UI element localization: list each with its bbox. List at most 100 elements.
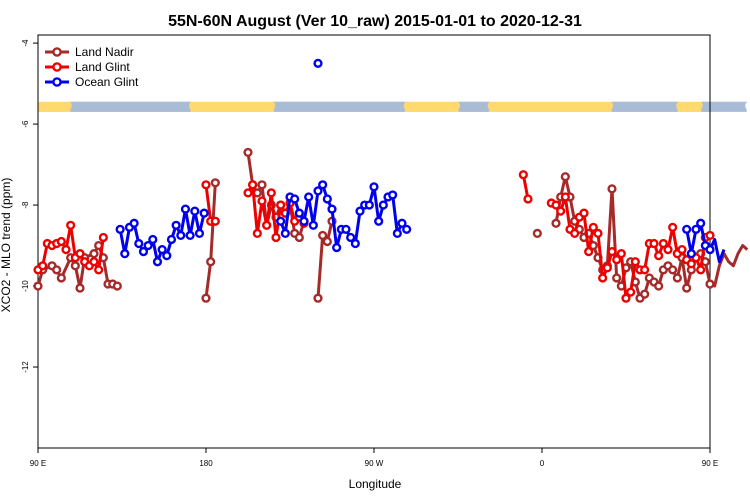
legend-label: Land Glint (75, 60, 130, 74)
legend-swatch-marker (52, 47, 62, 57)
x-tick-label: 90 E (702, 459, 718, 468)
data-point (402, 224, 412, 234)
data-point (579, 208, 589, 218)
x-axis-label: Longitude (349, 477, 402, 491)
series-extra-3 (313, 58, 323, 68)
data-point (89, 257, 99, 267)
data-point (672, 273, 682, 283)
data-point (378, 200, 388, 210)
data-point (364, 200, 374, 210)
series-layer (33, 58, 749, 303)
data-point (148, 234, 158, 245)
data-point (593, 228, 603, 239)
data-point (696, 218, 706, 228)
data-point (560, 192, 570, 202)
data-point (180, 204, 191, 214)
y-tick-label: -8 (21, 201, 30, 209)
data-point (621, 293, 631, 303)
data-point (157, 244, 167, 255)
data-point (243, 147, 253, 158)
legend-item: Ocean Glint (45, 75, 139, 89)
x-tick-label: 0 (540, 459, 545, 468)
data-point (38, 261, 48, 271)
legend-swatch-marker (52, 77, 62, 87)
data-point (691, 224, 701, 234)
x-tick-label: 90 W (365, 459, 384, 468)
data-point (166, 234, 177, 245)
y-axis-label: XCO2 - MLO trend (ppm) (0, 178, 13, 313)
data-point (176, 230, 186, 241)
map-strip-ocean (700, 101, 748, 112)
data-point (705, 279, 715, 289)
data-point (112, 281, 122, 291)
data-point (201, 180, 211, 190)
map-strip-ocean (458, 101, 490, 112)
data-point (677, 244, 687, 255)
data-point (346, 232, 356, 243)
data-point (668, 222, 678, 232)
y-tick-label: -4 (21, 39, 30, 47)
data-point (518, 170, 528, 180)
legend-label: Land Nadir (75, 45, 134, 59)
data-point (313, 293, 323, 303)
data-point (663, 244, 673, 255)
data-point (686, 259, 696, 269)
data-point (686, 249, 696, 259)
data-point (185, 230, 195, 241)
data-point (616, 249, 626, 259)
data-point (322, 194, 332, 204)
data-point (308, 220, 318, 230)
data-point (388, 190, 398, 200)
data-point (682, 224, 692, 234)
data-point (243, 188, 253, 198)
data-point (322, 236, 332, 247)
x-tick-label: 180 (199, 459, 213, 468)
data-point (262, 220, 272, 230)
data-point (252, 228, 262, 239)
data-point (560, 172, 570, 182)
data-point (56, 273, 66, 283)
data-point (304, 192, 314, 202)
data-point (52, 265, 62, 275)
data-point (640, 265, 650, 275)
data-point (210, 178, 220, 188)
map-strip (38, 101, 748, 112)
data-point (602, 263, 612, 273)
data-point (276, 216, 286, 226)
data-point (705, 244, 715, 255)
data-point (33, 281, 43, 291)
data-point (115, 224, 125, 234)
data-point (584, 247, 594, 257)
data-point (94, 265, 104, 275)
data-point (206, 257, 216, 267)
data-point (374, 216, 384, 226)
data-point (682, 283, 692, 293)
data-point (138, 247, 149, 257)
data-point (89, 249, 99, 259)
data-point (171, 220, 181, 230)
data-point (397, 218, 407, 228)
data-point (98, 232, 108, 243)
data-point (313, 186, 323, 196)
data-point (266, 188, 276, 198)
data-point (696, 265, 706, 275)
data-point (327, 204, 337, 214)
data-point (257, 196, 267, 206)
map-strip-ocean (273, 101, 406, 112)
y-tick-label: -6 (21, 120, 30, 128)
data-point (194, 228, 205, 239)
data-point (280, 228, 290, 239)
data-point (294, 232, 304, 243)
data-point (290, 194, 300, 204)
data-point (654, 251, 664, 261)
data-point (654, 281, 664, 291)
legend-item: Land Glint (45, 60, 130, 74)
data-point (341, 224, 351, 234)
data-point (120, 249, 130, 259)
data-point (355, 206, 365, 216)
data-point (276, 200, 286, 210)
data-point (134, 238, 144, 249)
legend-label: Ocean Glint (75, 75, 139, 89)
data-point (70, 261, 80, 271)
